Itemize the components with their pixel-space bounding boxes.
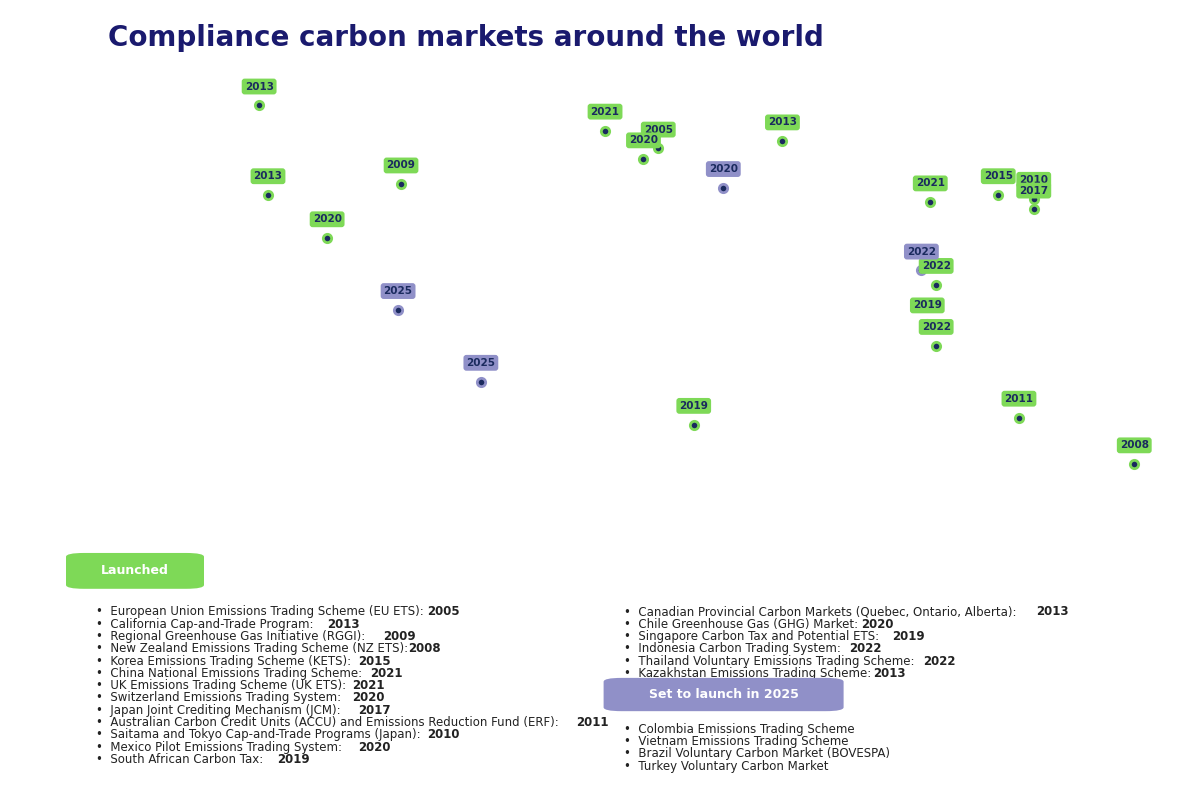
Text: •  Singapore Carbon Tax and Potential ETS:: • Singapore Carbon Tax and Potential ETS… xyxy=(624,630,883,643)
Text: 2019: 2019 xyxy=(679,401,708,411)
Text: 2008: 2008 xyxy=(1120,440,1148,450)
Text: 2019: 2019 xyxy=(913,301,942,310)
Text: 2013: 2013 xyxy=(326,618,359,630)
Text: •  Turkey Voluntary Carbon Market: • Turkey Voluntary Carbon Market xyxy=(624,759,828,773)
Text: •  Canadian Provincial Carbon Markets (Quebec, Ontario, Alberta):: • Canadian Provincial Carbon Markets (Qu… xyxy=(624,606,1020,618)
Text: •  Brazil Voluntary Carbon Market (BOVESPA): • Brazil Voluntary Carbon Market (BOVESP… xyxy=(624,747,890,760)
Text: 2021: 2021 xyxy=(371,667,403,680)
Text: 2005: 2005 xyxy=(643,125,673,134)
Text: 2013: 2013 xyxy=(1036,606,1068,618)
Text: 2020: 2020 xyxy=(629,135,658,146)
Text: 2011: 2011 xyxy=(1004,394,1033,404)
Text: •  Switzerland Emissions Trading System:: • Switzerland Emissions Trading System: xyxy=(96,691,344,705)
Text: Compliance carbon markets around the world: Compliance carbon markets around the wor… xyxy=(108,24,824,52)
Text: 2010: 2010 xyxy=(1019,175,1049,185)
Text: •  European Union Emissions Trading Scheme (EU ETS):: • European Union Emissions Trading Schem… xyxy=(96,606,427,618)
Text: 2022: 2022 xyxy=(922,322,950,332)
Text: 2005: 2005 xyxy=(427,606,460,618)
Text: Set to launch in 2025: Set to launch in 2025 xyxy=(649,688,798,701)
Text: 2019: 2019 xyxy=(893,630,925,643)
Text: •  Saitama and Tokyo Cap-and-Trade Programs (Japan):: • Saitama and Tokyo Cap-and-Trade Progra… xyxy=(96,728,425,742)
Text: 2017: 2017 xyxy=(358,704,390,717)
Text: 2020: 2020 xyxy=(709,164,738,174)
Text: 2009: 2009 xyxy=(383,630,415,643)
Text: 2013: 2013 xyxy=(245,82,274,91)
Text: 2025: 2025 xyxy=(384,286,413,296)
Text: 2022: 2022 xyxy=(848,642,881,655)
Text: 2015: 2015 xyxy=(358,654,391,667)
Text: 2021: 2021 xyxy=(590,106,619,117)
Text: 2025: 2025 xyxy=(467,358,496,368)
Text: •  Korea Emissions Trading Scheme (KETS):: • Korea Emissions Trading Scheme (KETS): xyxy=(96,654,355,667)
Text: •  UK Emissions Trading Scheme (UK ETS):: • UK Emissions Trading Scheme (UK ETS): xyxy=(96,679,350,692)
Text: 2017: 2017 xyxy=(1019,186,1049,195)
Text: 2010: 2010 xyxy=(427,728,460,742)
Text: •  New Zealand Emissions Trading Scheme (NZ ETS):: • New Zealand Emissions Trading Scheme (… xyxy=(96,642,412,655)
Text: 2020: 2020 xyxy=(862,618,894,630)
Text: 2020: 2020 xyxy=(358,741,390,754)
Text: 2015: 2015 xyxy=(984,171,1013,182)
Text: 2022: 2022 xyxy=(907,246,936,257)
Text: •  Vietnam Emissions Trading Scheme: • Vietnam Emissions Trading Scheme xyxy=(624,735,848,748)
Text: •  Mexico Pilot Emissions Trading System:: • Mexico Pilot Emissions Trading System: xyxy=(96,741,346,754)
Text: 2020: 2020 xyxy=(352,691,384,705)
Text: 2021: 2021 xyxy=(352,679,384,692)
Text: 2008: 2008 xyxy=(408,642,440,655)
Text: 2013: 2013 xyxy=(768,118,797,127)
Text: 2020: 2020 xyxy=(313,214,342,224)
Text: 2013: 2013 xyxy=(253,171,282,182)
Text: •  Thailand Voluntary Emissions Trading Scheme:: • Thailand Voluntary Emissions Trading S… xyxy=(624,654,918,667)
Text: •  California Cap-and-Trade Program:: • California Cap-and-Trade Program: xyxy=(96,618,317,630)
Text: •  Kazakhstan Emissions Trading Scheme:: • Kazakhstan Emissions Trading Scheme: xyxy=(624,667,875,680)
Text: •  Colombia Emissions Trading Scheme: • Colombia Emissions Trading Scheme xyxy=(624,722,854,736)
Text: 2011: 2011 xyxy=(576,716,608,729)
Text: 2022: 2022 xyxy=(922,261,950,271)
Text: 2019: 2019 xyxy=(277,753,310,766)
FancyBboxPatch shape xyxy=(66,553,204,589)
Text: 2013: 2013 xyxy=(874,667,906,680)
FancyBboxPatch shape xyxy=(604,678,844,711)
Text: •  South African Carbon Tax:: • South African Carbon Tax: xyxy=(96,753,266,766)
Text: 2021: 2021 xyxy=(916,178,944,189)
Text: •  Indonesia Carbon Trading System:: • Indonesia Carbon Trading System: xyxy=(624,642,845,655)
Text: •  Chile Greenhouse Gas (GHG) Market:: • Chile Greenhouse Gas (GHG) Market: xyxy=(624,618,862,630)
Text: •  Regional Greenhouse Gas Initiative (RGGI):: • Regional Greenhouse Gas Initiative (RG… xyxy=(96,630,370,643)
Text: •  Australian Carbon Credit Units (ACCU) and Emissions Reduction Fund (ERF):: • Australian Carbon Credit Units (ACCU) … xyxy=(96,716,563,729)
Text: 2009: 2009 xyxy=(386,161,415,170)
Text: •  Japan Joint Crediting Mechanism (JCM):: • Japan Joint Crediting Mechanism (JCM): xyxy=(96,704,344,717)
Text: 2022: 2022 xyxy=(924,654,956,667)
Text: Launched: Launched xyxy=(101,564,169,578)
Text: •  China National Emissions Trading Scheme:: • China National Emissions Trading Schem… xyxy=(96,667,366,680)
